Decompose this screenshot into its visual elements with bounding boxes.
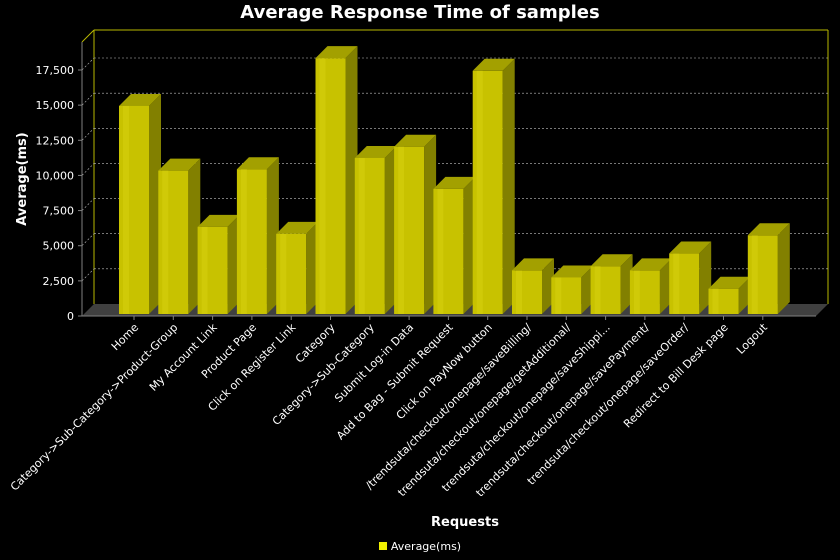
bar-highlight	[123, 105, 129, 314]
gridline-side	[81, 163, 95, 176]
bar-side	[463, 176, 476, 314]
bar-top	[590, 254, 633, 267]
bar-highlight	[398, 146, 405, 314]
gridline-side	[81, 128, 95, 141]
bar	[158, 158, 201, 314]
bar-side	[345, 46, 358, 314]
legend-label: Average(ms)	[390, 540, 462, 553]
y-tick-label: 12,500	[36, 134, 75, 147]
bar-side	[266, 157, 279, 314]
bar-highlight	[437, 188, 444, 314]
bar-side	[738, 276, 751, 314]
bar-side	[149, 93, 161, 314]
bar	[472, 58, 515, 314]
gridline-side	[81, 57, 95, 71]
bar	[629, 258, 672, 314]
x-tick-label: My Account Link	[147, 320, 220, 393]
bar-top	[394, 134, 437, 147]
gridline-side	[81, 268, 95, 282]
bar-highlight	[673, 253, 680, 314]
bar-top	[315, 46, 358, 59]
bar	[119, 93, 161, 314]
bar-top	[354, 145, 397, 158]
bar-side	[188, 158, 201, 314]
bar-side	[227, 214, 240, 314]
bar-highlight	[358, 157, 365, 314]
bar-top	[708, 276, 751, 289]
x-axis-label: Requests	[431, 515, 499, 530]
bar	[590, 254, 633, 314]
x-tick-label: Home	[109, 321, 141, 353]
bar-highlight	[476, 70, 483, 314]
bar	[236, 157, 279, 314]
bar-highlight	[516, 270, 522, 314]
bar	[669, 241, 712, 314]
legend-swatch	[378, 542, 387, 550]
bar	[315, 46, 358, 314]
bar-top	[472, 58, 515, 71]
bar-side	[659, 258, 672, 314]
bar-highlight	[280, 233, 287, 314]
chart-title: Average Response Time of samples	[240, 2, 600, 23]
bar-top	[276, 221, 319, 234]
bar	[551, 265, 594, 314]
bar	[433, 176, 476, 314]
bar-top	[236, 157, 279, 170]
bar-highlight	[712, 288, 719, 314]
bar	[394, 134, 437, 314]
bar-top	[512, 258, 554, 271]
bar-side	[424, 134, 437, 314]
x-tick-label: Logout	[734, 320, 770, 356]
y-tick-label: 7,500	[43, 205, 75, 218]
y-tick-label: 5,000	[43, 240, 75, 253]
bar-top	[433, 176, 476, 189]
chart-legend: Average(ms)	[0, 540, 840, 553]
bar-side	[384, 145, 397, 314]
bar-highlight	[319, 58, 326, 314]
bar-top	[119, 93, 161, 106]
bar-top	[158, 158, 201, 171]
bar	[747, 223, 790, 314]
bar-side	[542, 258, 554, 314]
bar	[708, 276, 751, 314]
y-tick-label: 0	[67, 310, 74, 323]
gridline-side	[81, 198, 95, 211]
y-tick-label: 15,000	[36, 99, 75, 112]
bar-top	[197, 214, 240, 227]
y-tick-label: 17,500	[36, 64, 75, 77]
bar-side	[581, 265, 594, 314]
side-wall-top-edge	[81, 29, 95, 43]
bar-highlight	[633, 270, 640, 314]
bar-highlight	[594, 266, 601, 314]
bar-highlight	[555, 277, 562, 314]
bar-top	[747, 223, 790, 236]
y-tick-label: 10,000	[36, 169, 75, 182]
bar-highlight	[240, 169, 247, 314]
bar-top	[669, 241, 712, 254]
bar-top	[629, 258, 672, 271]
gridline-side	[81, 233, 95, 246]
gridline-side	[81, 92, 95, 106]
bar-highlight	[751, 235, 758, 314]
bar	[354, 145, 397, 314]
y-tick-label: 2,500	[43, 275, 75, 288]
bar-side	[306, 221, 319, 314]
bar	[197, 214, 240, 314]
x-tick-label: Category->Sub-Category->Product-Group	[8, 321, 181, 494]
bar-top	[551, 265, 594, 278]
y-axis-label: Average(ms)	[15, 132, 30, 225]
bar	[512, 258, 554, 314]
bar-side	[502, 58, 515, 314]
bar-highlight	[162, 170, 169, 314]
bar	[276, 221, 319, 314]
bar-highlight	[201, 226, 208, 314]
bar-side	[699, 241, 712, 314]
bar-side	[620, 254, 633, 314]
bar-side	[777, 223, 790, 314]
